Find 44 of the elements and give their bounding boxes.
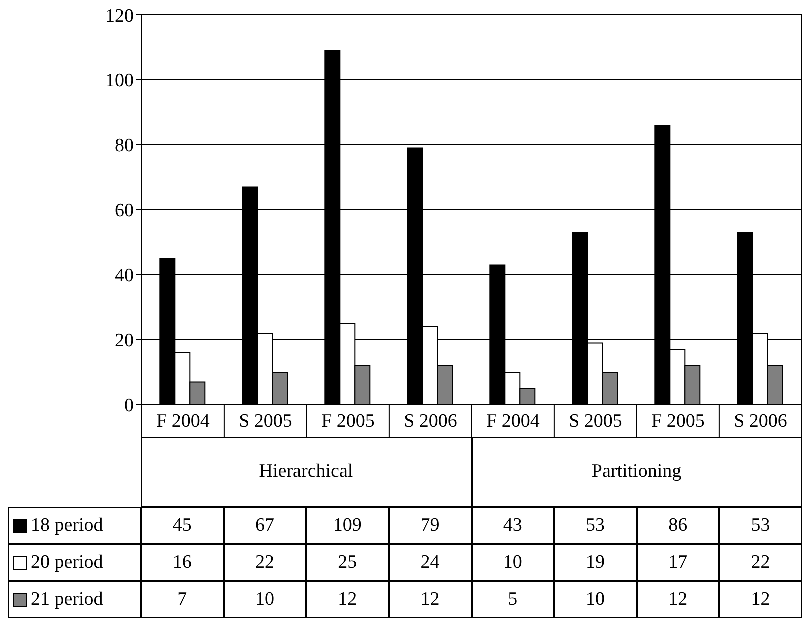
x-tick-label: S 2005 [239, 411, 292, 432]
x-tick-label: S 2006 [404, 411, 458, 432]
x-tick-label: F 2005 [322, 411, 375, 432]
data-label: 45 [141, 507, 224, 544]
data-label: 19 [554, 544, 637, 581]
data-label: 12 [388, 581, 472, 618]
legend-label: 18 period [30, 514, 104, 536]
y-tick-label: 60 [115, 200, 134, 222]
data-label: 24 [388, 544, 472, 581]
y-tick-label: 120 [106, 6, 134, 27]
data-label: 25 [306, 544, 389, 581]
data-label: 10 [554, 581, 637, 618]
y-tick-label: 40 [115, 266, 134, 287]
y-tick-label: 20 [115, 330, 134, 352]
data-label: 17 [636, 544, 720, 581]
data-label: 5 [472, 581, 554, 618]
data-label: 12 [719, 581, 802, 618]
data-label: 7 [141, 581, 224, 618]
data-label: 86 [636, 507, 720, 544]
x-tick-label: F 2005 [652, 411, 705, 432]
y-tick-label: 100 [106, 70, 134, 92]
data-label: 79 [388, 507, 472, 544]
x-tick-label: S 2005 [569, 411, 622, 432]
data-label: 10 [224, 581, 306, 618]
x-tick-label: S 2006 [734, 411, 788, 432]
data-label: 53 [554, 507, 637, 544]
data-label: 22 [719, 544, 802, 581]
data-label: 109 [306, 507, 389, 544]
data-label: 12 [306, 581, 389, 618]
x-tick-label: F 2004 [156, 411, 210, 432]
legend-label: 21 period [30, 588, 104, 610]
x-tick-label: F 2004 [486, 411, 540, 432]
legend-label: 20 period [30, 552, 104, 574]
data-label: 16 [141, 544, 224, 581]
data-label: 12 [636, 581, 720, 618]
data-label: 10 [472, 544, 554, 581]
text: Partitioning [472, 437, 802, 507]
data-label: 43 [472, 507, 554, 544]
data-label: 22 [224, 544, 306, 581]
y-tick-label: 0 [124, 396, 134, 417]
y-tick-label: 80 [115, 136, 134, 157]
data-label: 67 [224, 507, 306, 544]
text: Hierarchical [141, 437, 472, 507]
data-label: 53 [719, 507, 802, 544]
